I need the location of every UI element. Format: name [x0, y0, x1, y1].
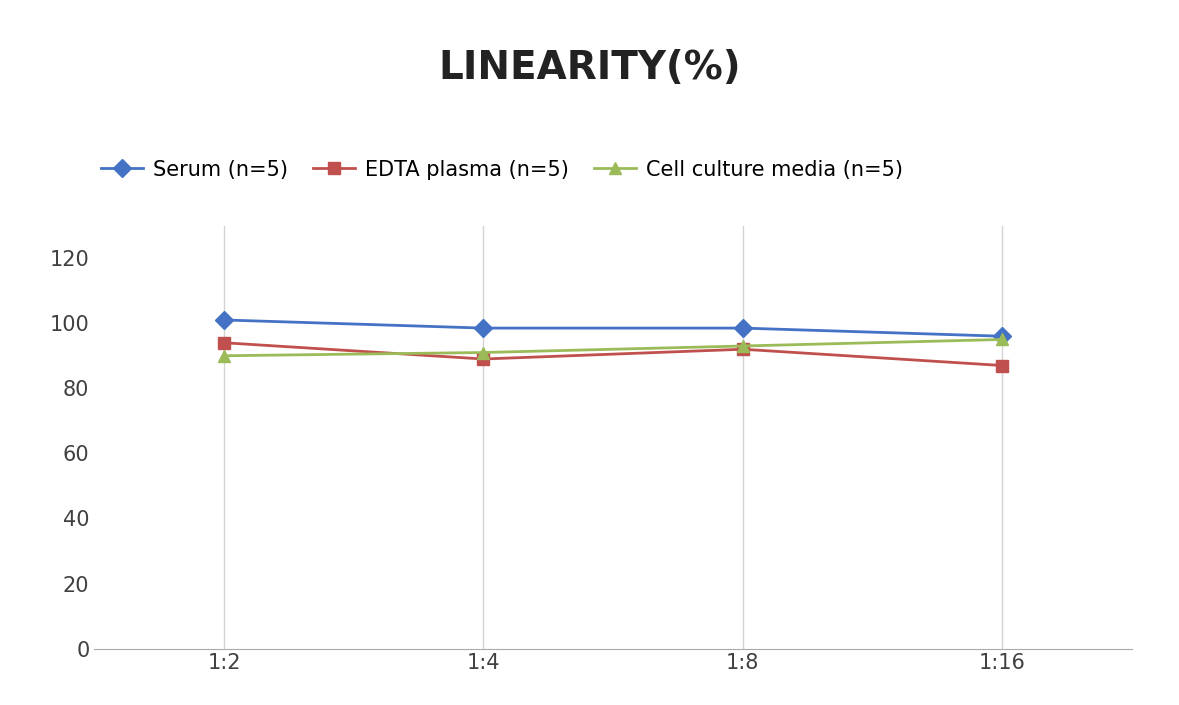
Text: LINEARITY(%): LINEARITY(%): [439, 49, 740, 87]
Serum (n=5): [995, 332, 1009, 341]
Serum (n=5): [736, 324, 750, 332]
Line: Serum (n=5): Serum (n=5): [218, 314, 1008, 343]
Cell culture media (n=5): [995, 336, 1009, 344]
Legend: Serum (n=5), EDTA plasma (n=5), Cell culture media (n=5): Serum (n=5), EDTA plasma (n=5), Cell cul…: [93, 152, 911, 188]
EDTA plasma (n=5): [217, 338, 231, 347]
Serum (n=5): [476, 324, 490, 332]
EDTA plasma (n=5): [736, 345, 750, 353]
Cell culture media (n=5): [476, 348, 490, 357]
Cell culture media (n=5): [217, 352, 231, 360]
EDTA plasma (n=5): [476, 355, 490, 363]
EDTA plasma (n=5): [995, 361, 1009, 369]
Line: EDTA plasma (n=5): EDTA plasma (n=5): [218, 336, 1008, 372]
Line: Cell culture media (n=5): Cell culture media (n=5): [218, 333, 1008, 362]
Serum (n=5): [217, 316, 231, 324]
Cell culture media (n=5): [736, 342, 750, 350]
